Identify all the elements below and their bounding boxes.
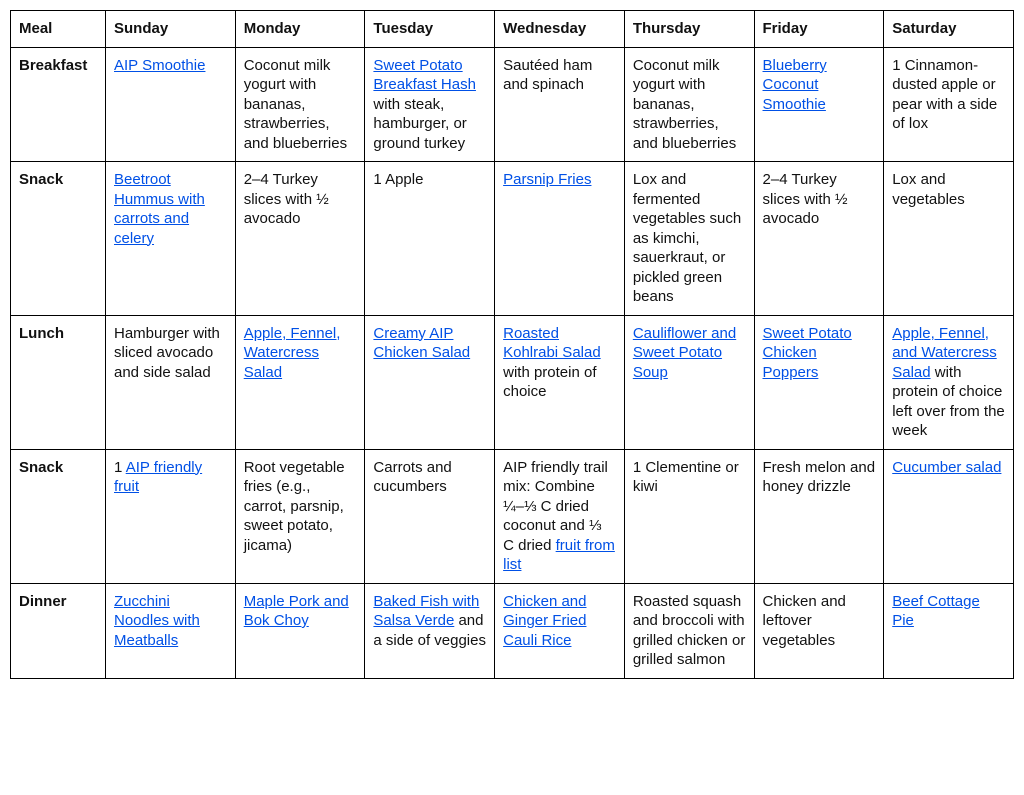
meal-cell: 1 Cinnamon-dusted apple or pear with a s… [884, 47, 1014, 162]
meal-cell: Sweet Potato Chicken Poppers [754, 315, 884, 449]
row-header-breakfast: Breakfast [11, 47, 106, 162]
meal-plan-table: Meal Sunday Monday Tuesday Wednesday Thu… [10, 10, 1014, 679]
meal-cell: Zucchini Noodles with Meatballs [106, 583, 236, 678]
recipe-link[interactable]: Zucchini Noodles with Meatballs [114, 593, 200, 649]
row-header-lunch: Lunch [11, 315, 106, 449]
meal-text: with steak, hamburger, or ground turkey [373, 96, 466, 152]
meal-cell: Sautéed ham and spinach [495, 47, 625, 162]
recipe-link[interactable]: Cauliflower and Sweet Potato Soup [633, 325, 736, 381]
col-header-meal: Meal [11, 11, 106, 48]
recipe-link[interactable]: Chicken and Ginger Fried Cauli Rice [503, 593, 586, 649]
meal-cell: Cucumber salad [884, 449, 1014, 583]
recipe-link[interactable]: Creamy AIP Chicken Salad [373, 325, 470, 362]
meal-cell: Roasted Kohlrabi Salad with protein of c… [495, 315, 625, 449]
meal-cell: Creamy AIP Chicken Salad [365, 315, 495, 449]
meal-cell: Coconut milk yogurt with bananas, strawb… [624, 47, 754, 162]
meal-cell: Blueberry Coconut Smoothie [754, 47, 884, 162]
meal-cell: 2–4 Turkey slices with ½ avocado [754, 162, 884, 316]
meal-text: 1 Clementine or kiwi [633, 459, 739, 496]
recipe-link[interactable]: Parsnip Fries [503, 171, 591, 188]
recipe-link[interactable]: Sweet Potato Breakfast Hash [373, 57, 476, 94]
meal-cell: Roasted squash and broccoli with grilled… [624, 583, 754, 678]
recipe-link[interactable]: AIP Smoothie [114, 57, 205, 74]
meal-cell: Carrots and cucumbers [365, 449, 495, 583]
col-header-thursday: Thursday [624, 11, 754, 48]
meal-cell: Apple, Fennel, Watercress Salad [235, 315, 365, 449]
meal-text: Lox and fermented vegetables such as kim… [633, 171, 741, 305]
meal-cell: Apple, Fennel, and Watercress Salad with… [884, 315, 1014, 449]
row-header-snack: Snack [11, 449, 106, 583]
meal-text: Carrots and cucumbers [373, 459, 451, 496]
meal-cell: Lox and fermented vegetables such as kim… [624, 162, 754, 316]
meal-text: Root vegetable fries (e.g., carrot, pars… [244, 459, 345, 554]
col-header-monday: Monday [235, 11, 365, 48]
table-row: DinnerZucchini Noodles with Meatballs Map… [11, 583, 1014, 678]
meal-text: Roasted squash and broccoli with grilled… [633, 593, 746, 669]
meal-text: Lox and vegetables [892, 171, 965, 208]
meal-cell: Beetroot Hummus with carrots and celery [106, 162, 236, 316]
table-row: SnackBeetroot Hummus with carrots and ce… [11, 162, 1014, 316]
meal-cell: Parsnip Fries [495, 162, 625, 316]
meal-cell: Hamburger with sliced avocado and side s… [106, 315, 236, 449]
meal-cell: Lox and vegetables [884, 162, 1014, 316]
col-header-wednesday: Wednesday [495, 11, 625, 48]
row-header-snack: Snack [11, 162, 106, 316]
meal-text: Sautéed ham and spinach [503, 57, 592, 94]
meal-cell: 2–4 Turkey slices with ½ avocado [235, 162, 365, 316]
meal-cell: Fresh melon and honey drizzle [754, 449, 884, 583]
meal-cell: 1 AIP friendly fruit [106, 449, 236, 583]
col-header-saturday: Saturday [884, 11, 1014, 48]
meal-text: 2–4 Turkey slices with ½ avocado [244, 171, 329, 227]
meal-text: Hamburger with sliced avocado and side s… [114, 325, 220, 381]
meal-cell: Maple Pork and Bok Choy [235, 583, 365, 678]
recipe-link[interactable]: Sweet Potato Chicken Poppers [763, 325, 852, 381]
meal-cell: AIP Smoothie [106, 47, 236, 162]
meal-cell: 1 Apple [365, 162, 495, 316]
col-header-friday: Friday [754, 11, 884, 48]
col-header-sunday: Sunday [106, 11, 236, 48]
meal-text: Coconut milk yogurt with bananas, strawb… [244, 57, 347, 152]
meal-cell: AIP friendly trail mix: Combine ¼–⅓ C dr… [495, 449, 625, 583]
recipe-link[interactable]: Cucumber salad [892, 459, 1001, 476]
meal-cell: Chicken and Ginger Fried Cauli Rice [495, 583, 625, 678]
table-header-row: Meal Sunday Monday Tuesday Wednesday Thu… [11, 11, 1014, 48]
table-row: LunchHamburger with sliced avocado and s… [11, 315, 1014, 449]
meal-cell: Baked Fish with Salsa Verde and a side o… [365, 583, 495, 678]
meal-cell: Beef Cottage Pie [884, 583, 1014, 678]
meal-text: Fresh melon and honey drizzle [763, 459, 876, 496]
recipe-link[interactable]: Apple, Fennel, Watercress Salad [244, 325, 341, 381]
meal-text: Coconut milk yogurt with bananas, strawb… [633, 57, 736, 152]
recipe-link[interactable]: AIP friendly fruit [114, 459, 202, 496]
meal-cell: Cauliflower and Sweet Potato Soup [624, 315, 754, 449]
recipe-link[interactable]: Beef Cottage Pie [892, 593, 980, 630]
meal-text: Chicken and leftover vegetables [763, 593, 846, 649]
meal-text: with protein of choice [503, 364, 596, 401]
row-header-dinner: Dinner [11, 583, 106, 678]
col-header-tuesday: Tuesday [365, 11, 495, 48]
meal-cell: Sweet Potato Breakfast Hash with steak, … [365, 47, 495, 162]
meal-cell: Coconut milk yogurt with bananas, strawb… [235, 47, 365, 162]
meal-text: 1 Apple [373, 171, 423, 188]
recipe-link[interactable]: Beetroot Hummus with carrots and celery [114, 171, 205, 247]
recipe-link[interactable]: Blueberry Coconut Smoothie [763, 57, 827, 113]
table-row: Snack1 AIP friendly fruitRoot vegetable … [11, 449, 1014, 583]
meal-text: 1 Cinnamon-dusted apple or pear with a s… [892, 57, 997, 133]
meal-text: 1 [114, 459, 126, 476]
table-row: Breakfast AIP Smoothie Coconut milk yogurt… [11, 47, 1014, 162]
recipe-link[interactable]: Roasted Kohlrabi Salad [503, 325, 601, 362]
meal-cell: 1 Clementine or kiwi [624, 449, 754, 583]
meal-cell: Root vegetable fries (e.g., carrot, pars… [235, 449, 365, 583]
meal-text: 2–4 Turkey slices with ½ avocado [763, 171, 848, 227]
recipe-link[interactable]: Maple Pork and Bok Choy [244, 593, 349, 630]
meal-cell: Chicken and leftover vegetables [754, 583, 884, 678]
